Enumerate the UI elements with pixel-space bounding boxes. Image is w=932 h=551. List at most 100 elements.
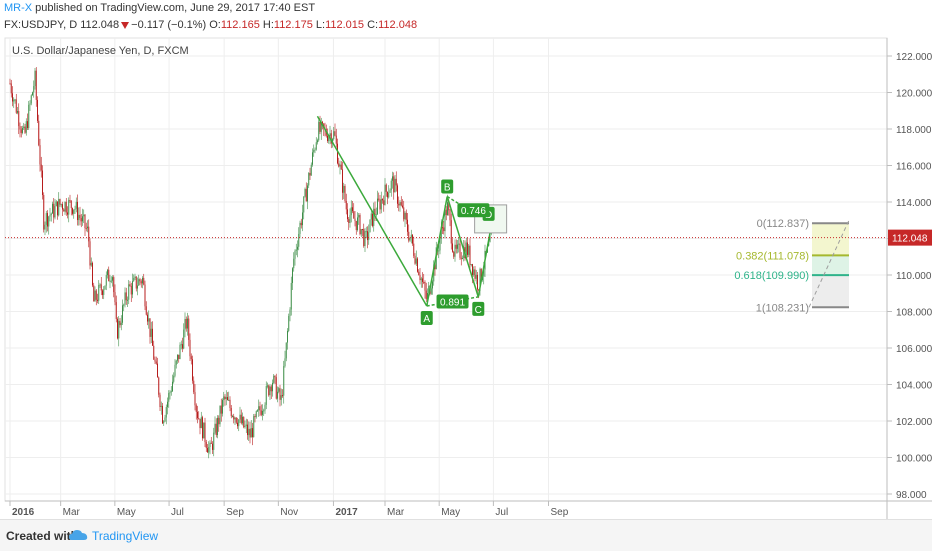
candle-body [134,276,136,279]
candle-body [329,133,331,137]
candle-body [15,99,17,113]
candle-body [264,404,266,411]
candle-body [184,318,186,330]
candle-body [465,242,467,259]
candlestick-series [9,67,492,459]
point-c-label: C [475,305,482,316]
candle-body [113,277,115,293]
high-value: 112.175 [273,19,313,31]
candle-body [262,410,263,415]
candle-body [289,309,291,317]
candle-body [354,218,356,221]
candle-body [418,271,420,276]
candle-body [217,417,218,436]
tradingview-brand[interactable]: TradingView [92,529,159,543]
candle-body [193,380,195,393]
candle-body [272,382,273,392]
candle-body [278,388,280,392]
candle-body [322,121,323,124]
candle-body [114,292,116,303]
candle-body [73,209,75,214]
candle-body [250,428,252,438]
candle-body [69,200,71,202]
candle-body [362,229,363,231]
candle-body [423,281,425,283]
candle-body [353,211,355,219]
candle-body [454,244,456,257]
candle-body [187,318,188,329]
candle-body [308,172,310,186]
candle-body [103,289,105,295]
candle-body [279,388,281,400]
candle-body [225,397,227,400]
x-tick-label: Mar [63,507,81,518]
candle-body [64,201,66,212]
candle-body [147,314,148,322]
candle-body [79,214,81,219]
y-tick-label: 104.000 [896,381,932,392]
ohlc-line: FX:USDJPY, D 112.048 −0.117 (−0.1%) O:112… [4,19,417,31]
candle-body [330,133,332,144]
candle-body [220,405,222,414]
price-axis[interactable]: 122.000 120.000 118.000 116.000 114.000 112.0… [887,52,932,501]
fib-zone-0-382 [812,223,849,256]
candle-body [424,282,426,291]
candle-body [167,401,168,408]
candle-body [334,131,336,136]
fib-levels: 0(112.837) 0.382(111.078) 0.618(109.990) 1(… [734,218,850,314]
candle-body [260,410,262,415]
candle-body [125,292,127,301]
candle-body [258,406,260,411]
author-name[interactable]: MR-X [4,2,33,14]
price-chart[interactable]: U.S. Dollar/Japanese Yen, D, FXCM 122.00… [0,0,932,519]
candle-body [85,228,87,230]
point-c-label-badge[interactable] [472,301,485,316]
close-label: C: [367,19,379,31]
candle-body [237,422,238,427]
candle-body [230,408,232,417]
candle-body [312,152,313,165]
candle-body [372,213,373,226]
ratio-bd-label-badge[interactable] [457,203,490,218]
point-b-label: B [444,183,451,194]
candle-body [287,330,288,343]
candle-body [407,219,408,232]
candle-body [38,120,40,146]
candle-body [132,281,133,295]
ratio-ac-label-badge[interactable] [436,294,469,309]
candle-body [20,129,22,133]
candle-body [183,329,185,349]
candle-body [50,213,52,216]
candle-body [22,128,23,133]
candle-body [210,442,212,444]
candle-body [212,443,213,450]
time-axis[interactable]: 2016 Mar May Jul Sep Nov 2017 Mar May Jul Sep [9,501,569,518]
fib-level-label: 0(112.837) [757,218,809,230]
candle-body [143,277,145,285]
candle-body [419,275,421,281]
candle-body [65,201,67,213]
candle-body [90,262,92,266]
candle-body [30,95,32,104]
candle-body [207,448,208,453]
candle-body [118,320,120,339]
candle-body [252,428,253,438]
candle-body [409,237,411,241]
close-value: 112.048 [378,19,418,31]
point-b-label-badge[interactable] [441,179,454,194]
candle-body [367,231,368,241]
candle-body [277,391,278,399]
candle-body [219,405,221,425]
candle-body [39,145,41,165]
candle-body [430,288,432,294]
candle-body [315,142,317,150]
candle-body [97,299,98,301]
point-a-label-badge[interactable] [420,311,433,326]
candle-body [200,417,202,429]
candle-body [352,207,353,212]
candle-body [55,201,57,207]
candle-body [422,278,423,282]
candle-body [284,358,286,367]
candle-body [37,99,38,121]
